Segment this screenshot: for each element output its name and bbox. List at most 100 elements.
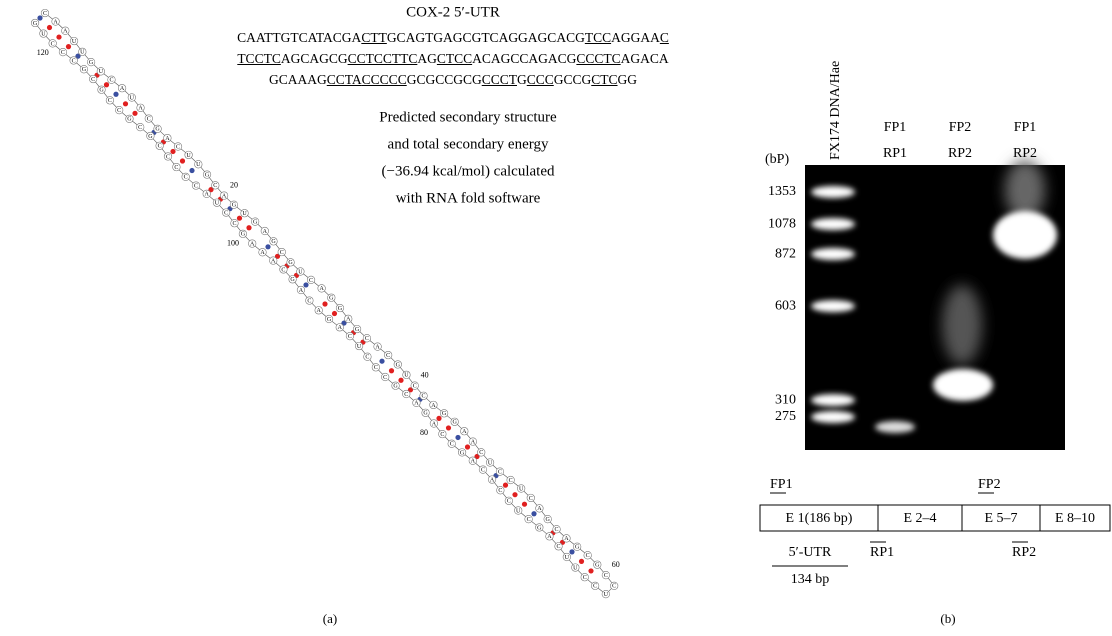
nucleotide-circle: [345, 332, 355, 341]
sequence-segment: AGGAA: [611, 30, 660, 45]
nucleotide: G: [460, 450, 465, 456]
nucleotide: C: [498, 488, 502, 494]
nucleotide-circle: [163, 133, 172, 143]
nucleotide-circle: [495, 467, 505, 476]
nucleotide-circle: [438, 429, 447, 439]
nucleotide: U: [519, 486, 524, 492]
smear: [942, 285, 982, 365]
nucleotide: C: [604, 573, 608, 579]
nucleotide: G: [205, 172, 210, 178]
nucleotide: C: [194, 183, 198, 189]
nucleotide-circle: [181, 172, 190, 181]
nucleotide-circle: [460, 427, 469, 436]
nucleotide: G: [546, 517, 551, 523]
exon-label: E 1(186 bp): [786, 511, 853, 526]
sequence-segment: TCCTC: [237, 51, 281, 66]
base-pair: [512, 492, 518, 498]
position-number: 40: [421, 371, 429, 380]
sequence-segment: GCAGTGAGCGTCAGGAGCACG: [386, 30, 585, 45]
nucleotide-circle: [391, 381, 400, 390]
lane-label: RP2: [948, 146, 972, 161]
nucleotide-circle: [115, 106, 124, 115]
nucleotide: A: [205, 192, 210, 198]
smear: [1005, 160, 1045, 220]
nucleotide: C: [117, 108, 121, 114]
nucleotide-circle: [410, 381, 419, 390]
nucleotide-circle: [324, 314, 334, 324]
nucleotide-circle: [496, 486, 505, 495]
nucleotide: A: [319, 286, 324, 292]
nucleotide: C: [158, 144, 162, 150]
nucleotide: C: [280, 250, 284, 256]
nucleotide-circle: [248, 239, 257, 248]
nucleotide: A: [260, 250, 265, 256]
nucleotide: G: [452, 420, 457, 426]
nucleotide-circle: [105, 96, 115, 105]
nucleotide: C: [498, 470, 502, 476]
nucleotide: U: [242, 211, 247, 217]
ladder-size: 1353: [768, 184, 796, 199]
nucleotide: U: [404, 373, 409, 379]
base-pair: [303, 282, 309, 288]
band: [875, 421, 915, 433]
description-line: and total secondary energy: [388, 136, 549, 152]
position-number: 20: [230, 181, 238, 190]
nucleotide-circle: [363, 352, 372, 361]
nucleotide-circle: [552, 525, 561, 534]
base-pair: [236, 215, 243, 221]
sequence-segment: GCAAAG: [268, 72, 327, 87]
nucleotide-circle: [535, 523, 544, 532]
nucleotide-circle: [136, 103, 145, 112]
nucleotide: A: [547, 534, 552, 540]
nucleotide-circle: [269, 237, 278, 246]
nucleotide: G: [393, 384, 398, 390]
nucleotide: A: [375, 344, 380, 350]
nucleotide: G: [155, 127, 160, 133]
nucleotide-circle: [562, 534, 571, 543]
ladder-size: 275: [775, 409, 796, 424]
nucleotide-circle: [477, 448, 486, 457]
nucleotide-circle: [238, 229, 247, 238]
nucleotide: G: [271, 239, 276, 245]
nucleotide: U: [573, 565, 578, 571]
nucleotide: A: [564, 536, 569, 542]
position-number: 60: [612, 560, 620, 569]
nucleotide-circle: [89, 74, 98, 84]
nucleotide: U: [215, 201, 220, 207]
base-pair: [246, 225, 252, 231]
nucleotide: C: [166, 154, 170, 160]
nucleotide: G: [327, 317, 332, 323]
nucleotide: A: [471, 459, 476, 465]
sequence-segment: CTC: [591, 72, 618, 87]
description-line: (−36.94 kcal/mol) calculated: [382, 163, 555, 179]
nucleotide-circle: [40, 8, 50, 18]
base-pair: [208, 187, 214, 193]
nucleotide: U: [196, 162, 201, 168]
description-line: Predicted secondary structure: [379, 109, 557, 125]
nucleotide-circle: [478, 465, 488, 474]
nucleotide: U: [80, 50, 85, 56]
nucleotide-circle: [194, 160, 203, 169]
nucleotide-circle: [107, 75, 116, 84]
nucleotide-circle: [457, 448, 467, 457]
sequence-line: TCCTCAGCAGCGCCTCCTTCAGCTCCACAGCCAGACGCCC…: [150, 51, 756, 67]
position-number: 120: [37, 48, 49, 57]
ladder-band: [811, 218, 855, 231]
nucleotide-circle: [381, 372, 390, 382]
nucleotide-circle: [260, 226, 269, 236]
sequence-line: GCAAAGCCTACCCCCGCGCCGCGCCCTGCCCGCCGCTCGG: [150, 72, 756, 88]
nucleotide: C: [507, 499, 511, 505]
nucleotide: A: [165, 136, 170, 142]
nucleotide: C: [109, 78, 113, 84]
nucleotide-circle: [573, 542, 582, 551]
nucleotide: A: [53, 19, 58, 25]
nucleotide-circle: [450, 417, 459, 426]
nucleotide: C: [586, 553, 590, 559]
ladder-size: 872: [775, 246, 796, 261]
nucleotide: C: [365, 355, 369, 361]
position-number: 100: [227, 239, 239, 248]
nucleotide-circle: [172, 162, 181, 172]
sequence-segment: G: [516, 72, 527, 87]
nucleotide-circle: [306, 275, 316, 284]
nucleotide: C: [365, 336, 369, 342]
